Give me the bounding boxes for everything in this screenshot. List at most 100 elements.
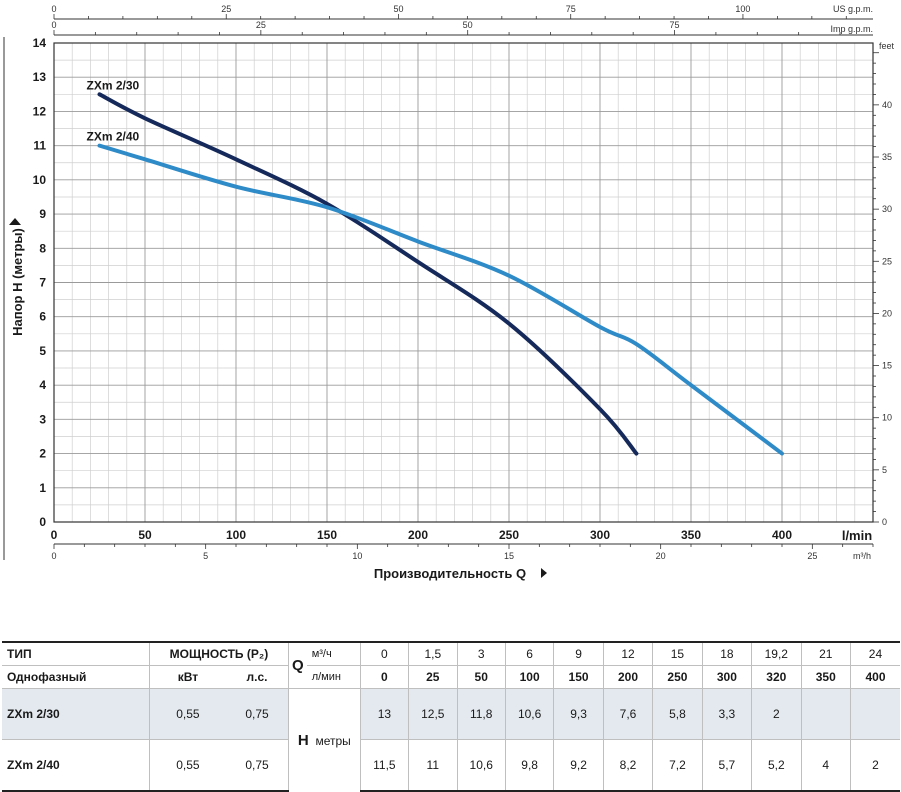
m3h-tick-label: 20	[656, 551, 666, 561]
x-tick-label: 0	[51, 528, 58, 542]
feet-tick-label: 15	[882, 361, 892, 371]
m3h-tick-label: 10	[352, 551, 362, 561]
imp-gpm-tick-label: 0	[51, 20, 56, 30]
y-tick-label: 0	[39, 515, 46, 529]
q-m3h-2: 3	[456, 641, 506, 666]
x-tick-label: 100	[226, 528, 246, 542]
h-value: 4	[800, 739, 851, 792]
series-line-1	[97, 143, 784, 456]
y-tick-label: 12	[33, 104, 47, 118]
imp-gpm-tick-label: 75	[670, 20, 680, 30]
y-tick-label: 7	[39, 276, 46, 290]
h-value: 5,7	[701, 739, 752, 792]
model-kw: 0,55	[148, 688, 226, 740]
h-value: 11	[408, 739, 457, 792]
feet-tick-label: 40	[882, 100, 892, 110]
performance-table: ТИП МОЩНОСТЬ (P₂) Q м³/ч 0 1,5 3 6 9 12 …	[2, 641, 900, 792]
x-tick-label: 400	[772, 528, 792, 542]
y-axis-arrow-icon	[9, 218, 21, 225]
h-value: 7,2	[652, 739, 703, 792]
q-m3h-9: 21	[800, 641, 851, 666]
model-kw: 0,55	[148, 739, 226, 792]
x-axis-title: Производительность Q	[374, 566, 526, 581]
q-lmin-9: 350	[800, 665, 851, 689]
h-value: 5,8	[652, 688, 703, 740]
h-value	[800, 688, 851, 740]
us-gpm-tick-label: 25	[221, 4, 231, 14]
imp-gpm-tick-label: 50	[463, 20, 473, 30]
q-m3h-3: 6	[504, 641, 554, 666]
q-m3h-0: 0	[359, 641, 409, 666]
h-value: 2	[751, 688, 802, 740]
feet-tick-label: 20	[882, 308, 892, 318]
y-tick-label: 5	[39, 344, 46, 358]
h-unit: метры	[315, 733, 351, 748]
hp-label: л.с.	[225, 665, 289, 689]
h-value: 5,2	[751, 739, 802, 792]
q-lmin-5: 200	[602, 665, 653, 689]
x-tick-label: 250	[499, 528, 519, 542]
h-value: 9,2	[553, 739, 604, 792]
table-header-row-2: Однофазный кВт л.с. л/мин 0 25 50 100 15…	[2, 665, 900, 689]
x-tick-label: 350	[681, 528, 701, 542]
q-lmin-6: 250	[652, 665, 703, 689]
h-value: 9,8	[504, 739, 554, 792]
series-layer: ZXm 2/30 ZXm 2/40	[87, 78, 784, 456]
h-label: H	[297, 731, 309, 749]
h-value: 10,6	[456, 739, 506, 792]
table-header-row-1: ТИП МОЩНОСТЬ (P₂) Q м³/ч 0 1,5 3 6 9 12 …	[2, 641, 900, 689]
y-axis-title: Напор H (метры)	[10, 228, 25, 336]
q-lmin-3: 100	[504, 665, 554, 689]
q-lmin-0: 0	[359, 665, 409, 689]
feet-tick-label: 5	[882, 465, 887, 475]
model-hp: 0,75	[225, 688, 289, 740]
series-label: ZXm 2/30	[87, 78, 140, 92]
q-m3h-5: 12	[602, 641, 653, 666]
q-m3h-6: 15	[652, 641, 703, 666]
q-m3h-10: 24	[849, 641, 900, 666]
imp-gpm-unit-label: Imp g.p.m.	[830, 24, 873, 34]
x-axis-arrow-icon	[541, 568, 547, 578]
h-value: 11,8	[456, 688, 506, 740]
h-value	[849, 688, 900, 740]
feet-tick-label: 0	[882, 517, 887, 527]
h-value: 3,3	[701, 688, 752, 740]
series-label: ZXm 2/40	[87, 130, 140, 144]
axis-titles: Производительность Q Напор H (метры)	[9, 218, 547, 581]
us-gpm-tick-label: 0	[51, 4, 56, 14]
h-value: 12,5	[408, 688, 457, 740]
q-m3h-7: 18	[701, 641, 752, 666]
top-axes: 0 25 50 75 100 0 25 50 75 US g.p.m. Imp g.p.m.	[51, 4, 873, 36]
y-tick-label: 9	[39, 207, 46, 221]
us-gpm-unit-label: US g.p.m.	[833, 4, 873, 14]
y-tick-label: 10	[33, 173, 47, 187]
q-label: Q	[288, 641, 307, 689]
y-tick-label: 14	[33, 36, 47, 50]
us-gpm-tick-label: 100	[735, 4, 750, 14]
phase-label: Однофазный	[2, 665, 150, 689]
model-hp: 0,75	[225, 739, 289, 792]
q-lmin-1: 25	[408, 665, 457, 689]
series-line-0	[97, 92, 639, 456]
h-value: 10,6	[504, 688, 554, 740]
imp-gpm-tick-label: 25	[256, 20, 266, 30]
q-lmin-2: 50	[456, 665, 506, 689]
model-name: ZXm 2/30	[2, 688, 150, 740]
y-tick-label: 2	[39, 447, 46, 461]
x-tick-label: 300	[590, 528, 610, 542]
h-value: 13	[359, 688, 409, 740]
q-lmin-4: 150	[553, 665, 604, 689]
feet-tick-label: 10	[882, 413, 892, 423]
feet-tick-label: 25	[882, 256, 892, 266]
h-value: 2	[849, 739, 900, 792]
us-gpm-tick-label: 75	[566, 4, 576, 14]
y-tick-label: 4	[39, 378, 46, 392]
h-value: 8,2	[602, 739, 653, 792]
x-tick-label: 50	[138, 528, 152, 542]
y-tick-label: 8	[39, 241, 46, 255]
y-tick-label: 13	[33, 70, 47, 84]
feet-tick-label: 30	[882, 204, 892, 214]
q-m3h-1: 1,5	[408, 641, 457, 666]
